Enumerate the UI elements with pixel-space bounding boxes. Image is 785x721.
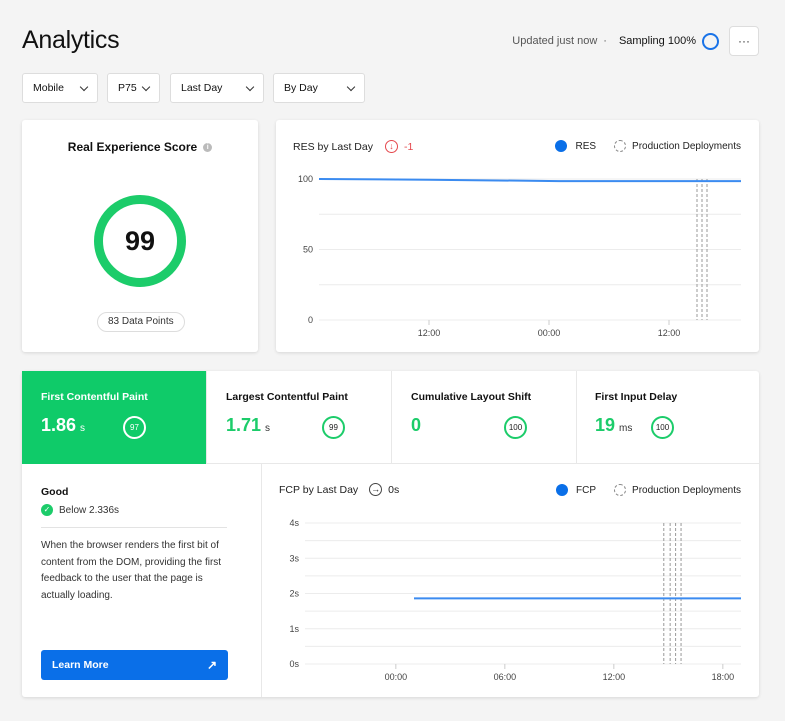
fcp-delta: 0s	[388, 483, 400, 496]
sampling-ring-icon	[702, 32, 719, 50]
check-icon: ✓	[41, 504, 53, 516]
y-tick-label: 3s	[289, 553, 299, 563]
tab-lcp[interactable]: Largest Contentful Paint 1.71 s 99	[207, 371, 392, 464]
chevron-down-icon	[245, 82, 255, 91]
metric-value: 1.71 s	[226, 415, 271, 435]
threshold: ✓ Below 2.336s	[41, 504, 119, 516]
x-tick-label: 12:00	[658, 328, 681, 338]
metric-score: 99	[322, 416, 345, 439]
header-status: Updated just now · Sampling 100% ···	[512, 26, 759, 56]
range-select[interactable]: Last Day	[170, 73, 264, 103]
grouping-select[interactable]: By Day	[273, 73, 365, 103]
legend-dashed-icon	[614, 484, 627, 496]
metric-score: 100	[504, 416, 527, 439]
fcp-chart-title: FCP by Last Day	[279, 483, 359, 496]
arrow-right-icon: →	[369, 483, 383, 496]
learn-more-button[interactable]: Learn More ↗	[41, 650, 228, 680]
score-card: Real Experience Score i 99 83 Data Points	[22, 120, 258, 352]
legend-deployments[interactable]: Production Deployments	[632, 140, 741, 152]
device-value: Mobile	[33, 82, 64, 94]
res-chart: 0 50 100 12:00 00:00 12:00	[298, 174, 741, 338]
metric-label: Cumulative Layout Shift	[411, 391, 532, 403]
percentile-select[interactable]: P75	[107, 73, 160, 103]
data-points-badge: 83 Data Points	[97, 312, 185, 332]
res-chart-title: RES by Last Day	[293, 140, 373, 153]
chevron-down-icon	[79, 82, 89, 91]
x-tick-label: 06:00	[494, 672, 517, 682]
fcp-legend: FCP Production Deployments	[556, 484, 741, 496]
updated-text: Updated just now	[512, 35, 598, 47]
sampling-text: Sampling 100%	[618, 35, 696, 47]
metric-tabs: First Contentful Paint 1.86 s 97 Largest Co…	[22, 371, 759, 464]
score-value: 99	[124, 225, 156, 256]
chevron-down-icon	[141, 82, 151, 91]
grouping-value: By Day	[284, 82, 318, 94]
y-tick-label: 4s	[289, 518, 299, 528]
res-chart-header: RES by Last Day ↓ -1	[293, 140, 413, 153]
res-legend: RES Production Deployments	[555, 140, 741, 152]
x-tick-label: 00:00	[538, 328, 561, 338]
detail-panel: Good ✓ Below 2.336s When the browser rend…	[22, 464, 262, 697]
status-label: Good	[41, 486, 69, 498]
metric-label: First Input Delay	[595, 391, 678, 403]
tab-fid[interactable]: First Input Delay 19 ms 100	[576, 371, 761, 464]
x-tick-label: 12:00	[603, 672, 626, 682]
info-icon[interactable]: i	[203, 143, 213, 153]
y-tick-label: 0	[308, 315, 313, 325]
legend-dashed-icon	[614, 140, 627, 152]
metric-value: 0	[411, 415, 422, 435]
range-value: Last Day	[181, 82, 223, 94]
metric-value: 19 ms	[595, 415, 633, 435]
score-title: Real Experience Score i	[22, 140, 258, 154]
legend-series[interactable]: FCP	[576, 484, 597, 496]
metrics-card: First Contentful Paint 1.86 s 97 Largest Co…	[22, 371, 759, 697]
metric-label: Largest Contentful Paint	[226, 391, 348, 403]
device-select[interactable]: Mobile	[22, 73, 98, 103]
y-tick-label: 2s	[289, 589, 299, 599]
y-tick-label: 1s	[289, 624, 299, 634]
metric-label: First Contentful Paint	[41, 391, 148, 403]
res-delta: -1	[403, 140, 414, 153]
y-tick-label: 0s	[289, 659, 299, 669]
divider	[41, 527, 227, 528]
legend-series[interactable]: RES	[575, 140, 597, 152]
separator: ·	[603, 35, 607, 47]
x-tick-label: 12:00	[418, 328, 441, 338]
external-link-icon: ↗	[206, 658, 217, 672]
fcp-chart: 0s 1s 2s 3s 4s 00:00 06:00 12:00 18:00	[289, 518, 741, 682]
arrow-down-icon: ↓	[384, 140, 398, 153]
legend-deployments[interactable]: Production Deployments	[632, 484, 741, 496]
description: When the browser renders the first bit o…	[41, 540, 222, 601]
metric-score: 97	[123, 416, 146, 439]
legend-dot-icon	[556, 484, 569, 496]
metric-value: 1.86 s	[41, 415, 86, 435]
y-tick-label: 50	[303, 245, 313, 255]
percentile-value: P75	[118, 82, 137, 94]
res-chart-card: RES by Last Day ↓ -1 RES Production Depl…	[276, 120, 759, 352]
more-button[interactable]: ···	[729, 26, 759, 56]
y-tick-label: 100	[298, 174, 313, 184]
metric-score: 100	[651, 416, 674, 439]
legend-dot-icon	[555, 140, 568, 152]
series-line-res	[318, 178, 741, 183]
page-title: Analytics	[22, 26, 120, 54]
x-tick-label: 00:00	[385, 672, 408, 682]
chevron-down-icon	[346, 82, 356, 91]
score-gauge: 99	[94, 195, 186, 287]
x-tick-label: 18:00	[712, 672, 735, 682]
tab-fcp[interactable]: First Contentful Paint 1.86 s 97	[22, 371, 207, 464]
fcp-chart-header: FCP by Last Day → 0s	[279, 483, 399, 496]
tab-cls[interactable]: Cumulative Layout Shift 0 100	[392, 371, 577, 464]
